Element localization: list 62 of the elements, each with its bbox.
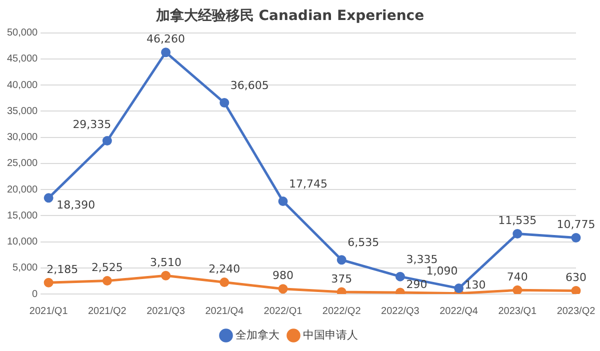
data-label: 36,605 — [230, 79, 269, 92]
x-tick-label: 2023/Q2 — [556, 306, 596, 317]
data-label: 130 — [464, 278, 486, 292]
data-label: 6,535 — [348, 236, 380, 250]
x-tick-label: 2023/Q1 — [498, 306, 538, 317]
point — [44, 278, 54, 288]
point — [336, 287, 346, 294]
data-label: 18,390 — [56, 198, 96, 212]
x-tick-label: 2022/Q2 — [322, 306, 362, 317]
y-tick-label: 20,000 — [6, 184, 38, 196]
data-label: 2,240 — [208, 262, 240, 276]
x-tick-label: 2021/Q2 — [88, 306, 127, 317]
data-label: 2,525 — [91, 261, 123, 274]
point — [278, 196, 288, 206]
data-label: 46,260 — [146, 32, 186, 46]
data-label: 3,335 — [406, 252, 438, 266]
data-label: 2,185 — [46, 262, 78, 276]
data-label: 11,535 — [498, 214, 537, 228]
data-label: 3,510 — [150, 256, 182, 270]
x-tick-label: 2021/Q1 — [29, 306, 68, 317]
y-tick-label: 45,000 — [6, 54, 38, 65]
point — [278, 284, 288, 294]
x-tick-label: 2022/Q3 — [381, 306, 420, 317]
data-label: 17,745 — [288, 178, 328, 191]
y-tick-label: 30,000 — [6, 132, 38, 144]
data-label: 375 — [331, 272, 352, 286]
point — [512, 285, 522, 294]
point — [454, 284, 464, 294]
y-tick-label: 25,000 — [6, 158, 38, 170]
point — [102, 136, 112, 146]
point — [44, 193, 54, 203]
point — [220, 278, 230, 288]
point — [161, 270, 171, 280]
point — [512, 228, 522, 238]
y-tick-label: 35,000 — [6, 106, 38, 117]
point — [571, 232, 581, 242]
y-tick-label: 0 — [32, 288, 38, 300]
data-label: 10,775 — [556, 218, 596, 232]
data-label: 29,335 — [72, 118, 112, 132]
data-label: 740 — [506, 270, 528, 284]
y-tick-label: 50,000 — [6, 28, 38, 39]
data-label: 1,090 — [426, 264, 458, 278]
x-tick-label: 2021/Q4 — [205, 306, 244, 317]
point — [161, 48, 171, 58]
x-tick-label: 2021/Q3 — [146, 306, 186, 317]
data-label: 290 — [406, 278, 428, 291]
x-tick-label: 2022/Q1 — [264, 306, 303, 317]
data-label: 630 — [566, 271, 586, 284]
legend-label: 全加拿大 — [236, 328, 280, 342]
point — [336, 255, 346, 265]
chart-title: 加拿大经验移民 Canadian Experience — [154, 8, 424, 24]
data-label: 980 — [272, 269, 294, 282]
y-tick-label: 5,000 — [12, 262, 38, 274]
legend-label: 中国申请人 — [303, 328, 358, 342]
y-tick-label: 15,000 — [6, 210, 38, 222]
point — [571, 286, 581, 294]
point — [102, 276, 112, 286]
y-tick-label: 40,000 — [6, 80, 38, 91]
point — [220, 98, 230, 108]
y-tick-label: 10,000 — [6, 236, 38, 248]
x-tick-label: 2022/Q4 — [440, 306, 478, 317]
point — [395, 272, 405, 282]
